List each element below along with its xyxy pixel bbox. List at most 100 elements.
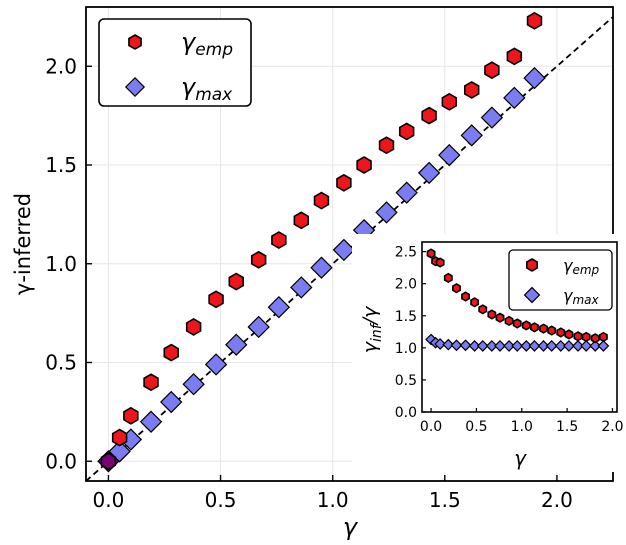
main-point-emp-21 [526,11,543,30]
inset-legend: γemp γmax [508,249,613,311]
inset-point-emp-7 [478,304,488,315]
main-point-max-8 [247,315,270,339]
main-point-emp-14 [378,136,395,155]
inset-xtick-label-2: 1.0 [511,419,533,435]
main-point-emp-19 [484,61,500,80]
main-xtick-label-2: 1.0 [317,488,349,512]
inset-ytick-label-0: 0.0 [395,405,417,421]
main-legend-label-emp: γemp [181,28,233,60]
main-point-emp-18 [463,81,480,99]
inset-point-max-4 [450,339,463,352]
inset-legend-symbol-emp: γ [563,256,574,275]
inset-ytick-label-3: 1.5 [395,309,417,325]
main-legend-symbol-max: γ [181,73,197,101]
inset-point-emp-2 [435,257,445,268]
inset-point-max-6 [468,340,481,352]
inset-plot: 0.0 0.5 1.0 1.5 2.00.00.51.01.52.02.5γγinf/γ… [352,234,624,472]
main-point-max-21 [523,66,546,90]
main-point-emp-11 [313,191,330,210]
main-legend-marker-emp [128,34,142,50]
main-ytick-label-2: 1.0 [45,252,77,276]
inset-ytick-label-4: 2.0 [395,277,417,293]
main-point-emp-16 [421,106,437,125]
inset-legend-label-emp: γemp [563,256,600,277]
inset-ytick-label-1: 0.5 [395,373,417,389]
inset-point-emp-20 [590,333,600,344]
inset-y-axis-label: γinf/γ [359,305,385,353]
main-point-emp-13 [356,156,372,174]
inset-point-emp-11 [512,318,522,329]
inset-ytick-label-5: 2.5 [395,245,417,261]
main-xtick-label-3: 1.5 [429,488,461,512]
inset-point-emp-0 [426,248,436,259]
inset-point-emp-4 [452,283,461,294]
main-legend-subscript-max: max [195,85,233,105]
main-point-emp-6 [208,290,224,309]
main-point-max-17 [438,143,461,167]
inset-y-axis-tail: /γ [359,305,381,326]
inset-point-max-5 [459,339,472,352]
inset-point-max-12 [520,340,533,352]
inset-point-emp-8 [487,309,497,320]
inset-series-emp [426,248,608,344]
inset-point-max-2 [434,338,447,350]
inset-point-max-21 [597,340,610,352]
main-point-max-3 [139,410,163,433]
main-point-emp-20 [506,47,523,66]
main-series-emp [100,11,543,471]
inset-point-max-8 [485,340,498,352]
inset-point-emp-17 [564,329,574,340]
main-point-emp-7 [228,272,244,291]
inset-legend-marker-emp [525,258,539,272]
main-x-axis-label: γ [343,513,359,541]
inset-point-max-18 [572,340,584,352]
inset-point-emp-21 [598,331,608,343]
inset-y-axis-symbol: γ [359,340,381,353]
inset-frame [421,241,618,413]
main-ytick-label-3: 1.5 [45,153,77,177]
inset-point-emp-14 [539,323,548,334]
inset-point-max-13 [528,340,541,352]
inset-xtick-label-3: 1.5 [556,419,578,435]
inset-point-emp-3 [443,272,453,284]
inset-point-max-7 [476,340,489,352]
inset-point-max-10 [503,340,515,352]
main-point-emp-2 [123,406,139,425]
main-point-emp-0 [100,452,117,471]
inset-ticks: 0.0 0.5 1.0 1.5 2.0 0.0 0.5 1.0 1.5 2.0 2.5 [395,245,624,435]
inset-point-emp-18 [573,331,583,342]
main-legend-label-max: γmax [181,73,233,105]
inset-point-emp-19 [581,331,591,343]
inset-point-max-17 [563,340,575,352]
inset-point-emp-10 [504,315,514,327]
main-point-max-20 [503,86,526,110]
inset-legend-symbol-max: γ [563,286,574,305]
inset-xtick-label-0: 0.0 [420,419,442,435]
main-ytick-label-0: 0.0 [45,449,77,473]
inset-point-emp-5 [461,291,470,302]
main-plot: 0.0 0.5 1.0 1.5 2.0 0.0 0.5 1.0 1.5 2.0 γ γ-inferre… [11,6,614,541]
main-ytick-label-1: 0.5 [45,351,77,375]
main-xtick-label-1: 0.5 [205,488,237,512]
inset-point-max-16 [554,340,567,352]
inset-point-emp-13 [530,322,539,333]
inset-xtick-label-1: 0.5 [465,419,487,435]
main-point-max-16 [417,161,441,185]
inset-point-emp-15 [547,325,557,336]
main-point-emp-12 [336,173,352,192]
inset-x-axis-label: γ [514,446,527,470]
inset-ytick-label-2: 1.0 [395,341,417,357]
main-point-emp-8 [250,250,267,269]
inset-point-max-14 [537,340,550,352]
inset-legend-label-max: γmax [563,286,600,307]
main-legend-subscript-emp: emp [195,40,233,60]
inset-point-max-3 [442,338,455,351]
main-point-max-5 [182,373,205,396]
inset-point-emp-16 [556,327,566,338]
main-point-max-4 [160,390,183,414]
main-point-max-15 [395,181,418,204]
main-point-max-18 [460,124,483,147]
main-ytick-label-4: 2.0 [45,54,77,78]
